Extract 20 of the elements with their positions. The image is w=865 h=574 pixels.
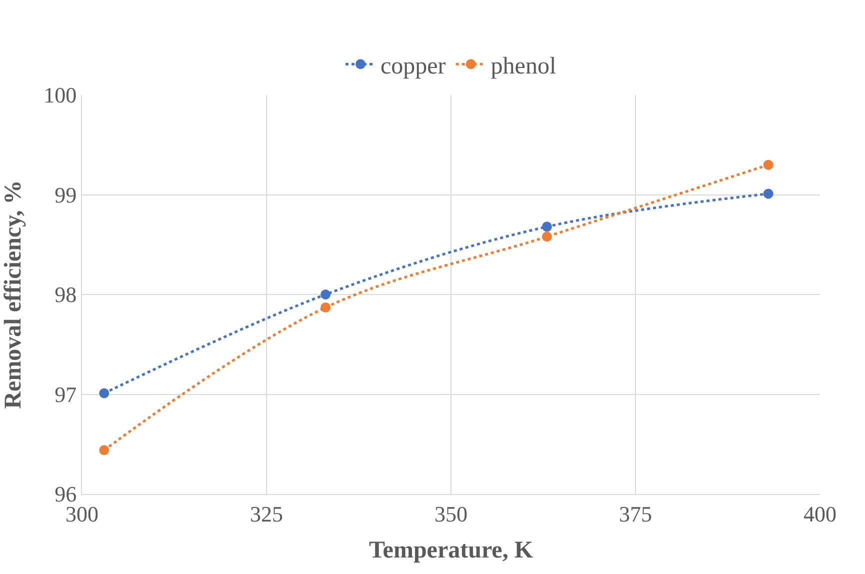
point (99, 445, 110, 456)
y-tick-label: 98 (54, 282, 77, 308)
point (763, 188, 774, 199)
x-tick-label: 400 (804, 501, 836, 526)
point (320, 302, 331, 312)
y-axis-title: Removal efficiency, % (0, 180, 27, 409)
x-tick-label: 375 (619, 501, 652, 526)
point (99, 388, 110, 398)
point (542, 232, 552, 242)
legend-label: phenol (490, 53, 556, 80)
point (763, 160, 774, 170)
y-tick-label: 97 (54, 382, 77, 407)
x-axis-title: Temperature, K (369, 538, 534, 564)
x-tick-label: 325 (250, 501, 283, 526)
y-tick-label: 99 (54, 182, 77, 208)
point (542, 222, 552, 232)
legend-label: copper (380, 53, 446, 80)
point (320, 290, 331, 300)
x-tick-label: 350 (434, 501, 468, 526)
y-tick-label: 100 (44, 82, 77, 108)
